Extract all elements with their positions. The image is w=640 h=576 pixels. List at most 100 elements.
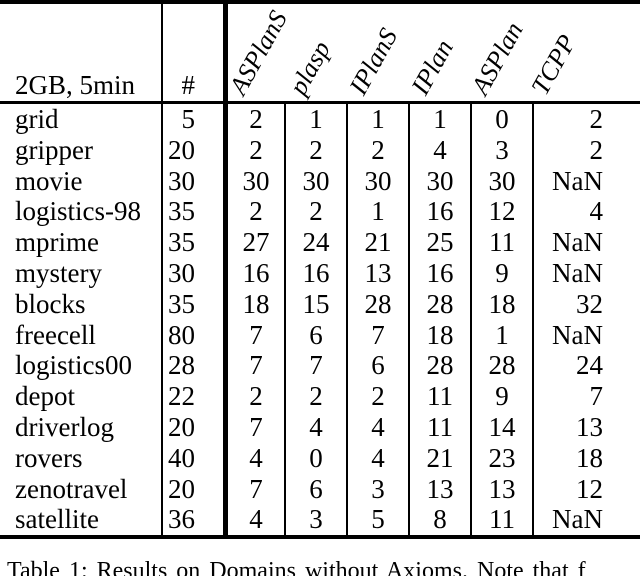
value-cell: 18 xyxy=(410,319,472,351)
value-cell: 4 xyxy=(228,504,286,536)
table-row: movie 30 30 30 30 30 30 NaN xyxy=(0,165,640,197)
count-cell: 5 xyxy=(163,104,228,135)
value-cell: 14 xyxy=(472,411,534,443)
domain-cell: blocks xyxy=(0,288,163,320)
domain-cell: mprime xyxy=(0,227,163,258)
table-row: mprime 35 27 24 21 25 11 NaN xyxy=(0,227,640,258)
value-cell: 6 xyxy=(348,350,410,382)
domain-cell: logistics00 xyxy=(0,350,163,382)
value-cell: 4 xyxy=(228,442,286,474)
value-cell: 2 xyxy=(228,381,286,412)
value-cell: 27 xyxy=(228,227,286,258)
value-cell: 2 xyxy=(286,196,348,228)
value-cell: 2 xyxy=(228,134,286,166)
value-cell: 1 xyxy=(348,104,410,135)
value-cell: 11 xyxy=(472,227,534,258)
value-cell: 21 xyxy=(348,227,410,258)
count-cell: 20 xyxy=(163,134,228,166)
value-cell: 13 xyxy=(576,411,603,442)
planner-column-label: ASPlanS xyxy=(223,5,293,100)
value-cell: NaN xyxy=(552,227,603,258)
value-cell: 30 xyxy=(228,165,286,197)
domain-cell: zenotravel xyxy=(0,473,163,505)
value-cell: 21 xyxy=(410,442,472,474)
value-cell: 30 xyxy=(348,165,410,197)
value-cell: 28 xyxy=(348,288,410,320)
corner-label: 2GB, 5min xyxy=(0,4,163,101)
value-cell: 2 xyxy=(589,104,604,134)
count-cell: 35 xyxy=(163,288,228,320)
value-cell: 2 xyxy=(348,134,410,166)
table-row: freecell 80 7 6 7 18 1 NaN xyxy=(0,319,640,351)
planner-column-label: ASPlan xyxy=(465,17,529,100)
value-cell: 7 xyxy=(228,319,286,351)
value-cell: 0 xyxy=(286,442,348,474)
domain-cell: freecell xyxy=(0,319,163,351)
value-cell: 1 xyxy=(472,319,534,351)
count-cell: 30 xyxy=(163,257,228,289)
value-cell: 16 xyxy=(228,257,286,289)
planner-column-label: plasp xyxy=(283,36,337,100)
table-body: grid 5 2 1 1 1 0 2 gripper 20 2 2 2 4 3 2 movie 30 30 30 30 3… xyxy=(0,104,640,540)
value-cell: 11 xyxy=(410,411,472,443)
value-cell: 7 xyxy=(286,350,348,382)
value-cell: 12 xyxy=(472,196,534,228)
value-cell: 30 xyxy=(286,165,348,197)
value-cell: 18 xyxy=(228,288,286,320)
planner-column-label: IPlan xyxy=(405,34,459,100)
table-row: blocks 35 18 15 28 28 18 32 xyxy=(0,288,640,320)
value-cell: 4 xyxy=(286,411,348,443)
value-cell: 12 xyxy=(576,473,603,504)
value-cell: 28 xyxy=(472,350,534,382)
value-cell: 9 xyxy=(472,257,534,289)
planner-column-label: TCPP xyxy=(525,29,582,100)
value-cell: 7 xyxy=(228,350,286,382)
value-cell: 2 xyxy=(228,196,286,228)
value-cell: 4 xyxy=(410,134,472,166)
value-cell: 3 xyxy=(348,473,410,505)
table-row: grid 5 2 1 1 1 0 2 xyxy=(0,104,640,135)
value-cell: 30 xyxy=(410,165,472,197)
value-cell: NaN xyxy=(552,257,603,288)
domain-cell: logistics-98 xyxy=(0,196,163,228)
value-cell: 1 xyxy=(348,196,410,228)
value-cell: 2 xyxy=(589,134,604,165)
table-row: zenotravel 20 7 6 3 13 13 12 xyxy=(0,473,640,505)
domain-cell: satellite xyxy=(0,504,163,536)
count-cell: 28 xyxy=(163,350,228,382)
domain-cell: gripper xyxy=(0,134,163,166)
table-row: gripper 20 2 2 2 4 3 2 xyxy=(0,134,640,166)
value-cell: 2 xyxy=(286,134,348,166)
value-cell: NaN xyxy=(552,504,603,535)
table-row: satellite 36 4 3 5 8 11 NaN xyxy=(0,504,640,536)
value-cell: 4 xyxy=(348,411,410,443)
table-row: depot 22 2 2 2 11 9 7 xyxy=(0,381,640,412)
value-cell: 11 xyxy=(410,381,472,412)
value-cell: 30 xyxy=(472,165,534,197)
value-cell: 2 xyxy=(228,104,286,135)
planner-headers: ASPlanS plasp IPlanS IPlan ASPlan TCPP xyxy=(223,4,640,101)
value-cell: 11 xyxy=(472,504,534,536)
value-cell: 6 xyxy=(286,319,348,351)
count-cell: 80 xyxy=(163,319,228,351)
value-cell: 16 xyxy=(410,257,472,289)
value-cell: 6 xyxy=(286,473,348,505)
value-cell: 4 xyxy=(589,196,604,227)
count-cell: 30 xyxy=(163,165,228,197)
value-cell: 3 xyxy=(472,134,534,166)
value-cell: 3 xyxy=(286,504,348,536)
table-row: mystery 30 16 16 13 16 9 NaN xyxy=(0,257,640,289)
value-cell: 23 xyxy=(472,442,534,474)
domain-cell: depot xyxy=(0,381,163,412)
table-row: rovers 40 4 0 4 21 23 18 xyxy=(0,442,640,474)
value-cell: 18 xyxy=(472,288,534,320)
table-caption: Table 1: Results on Domains without Axio… xyxy=(7,558,586,576)
table-header: 2GB, 5min # ASPlanS plasp IPlanS IPlan ASPla… xyxy=(0,0,640,104)
table-row: logistics-98 35 2 2 1 16 12 4 xyxy=(0,196,640,228)
value-cell: 2 xyxy=(348,381,410,412)
value-cell: 7 xyxy=(589,381,604,412)
value-cell: 4 xyxy=(348,442,410,474)
value-cell: 28 xyxy=(410,288,472,320)
domain-cell: rovers xyxy=(0,442,163,474)
